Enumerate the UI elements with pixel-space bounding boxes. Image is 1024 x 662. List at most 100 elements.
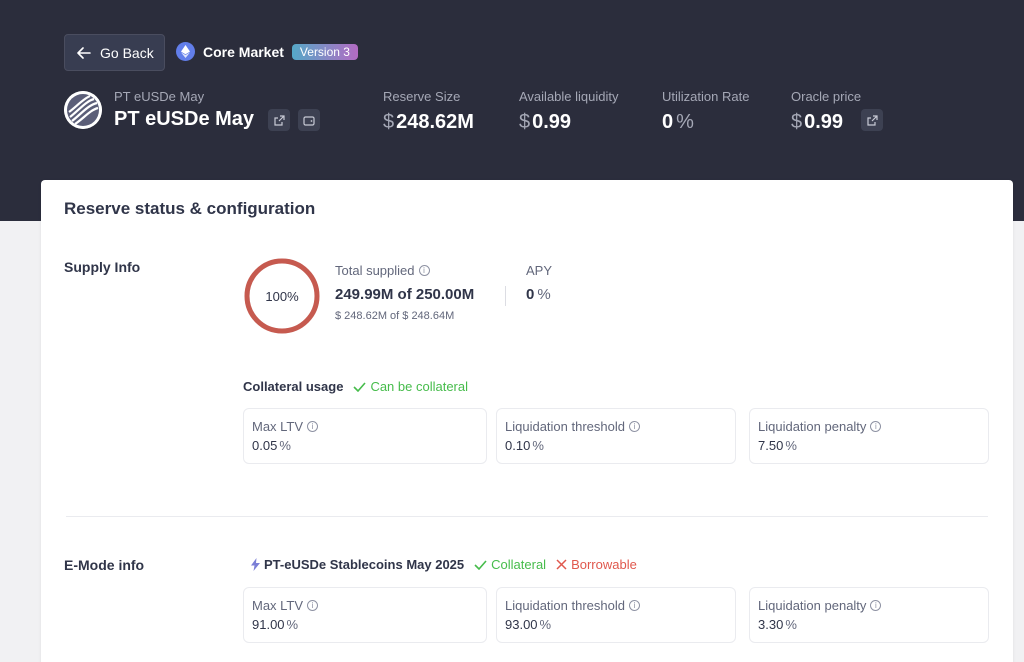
currency-symbol: $: [791, 111, 803, 133]
check-icon: [353, 381, 367, 392]
box-value: 91.00: [252, 617, 285, 632]
box-label: Liquidation penalty: [758, 598, 867, 613]
close-icon: [556, 559, 567, 570]
supply-percent: 100%: [265, 288, 299, 304]
percent-symbol: %: [785, 438, 797, 453]
divider: [505, 286, 506, 306]
stat-value: 0.99: [804, 111, 844, 133]
supply-progress-arc: [244, 258, 320, 334]
emode-liquidation-threshold-box: Liquidation threshold i 93.00%: [496, 587, 736, 643]
emode-max-ltv-box: Max LTV i 91.00%: [243, 587, 487, 643]
box-value-row: 0.10%: [505, 438, 727, 453]
stat-value: 248.62M: [396, 111, 474, 133]
percent-symbol: %: [539, 617, 552, 632]
stat-label: Utilization Rate: [662, 89, 750, 104]
apy-label: APY: [526, 263, 553, 278]
stat-value-row: 0%: [662, 111, 749, 134]
total-supplied-label-row: Total supplied i: [335, 263, 474, 278]
max-ltv-box: Max LTV i 0.05%: [243, 408, 487, 464]
version-badge: Version 3: [291, 43, 358, 60]
info-icon[interactable]: i: [628, 600, 640, 611]
go-back-label: Go Back: [100, 44, 154, 61]
go-back-button[interactable]: Go Back: [64, 34, 165, 71]
percent-symbol: %: [537, 286, 551, 303]
info-icon[interactable]: i: [870, 600, 882, 611]
box-label-row: Liquidation penalty i: [758, 419, 980, 434]
stat-utilization-rate: Utilization Rate 0%: [662, 89, 749, 134]
emode-liquidation-penalty-box: Liquidation penalty i 3.30%: [749, 587, 989, 643]
stat-reserve-size: Reserve Size $248.62M: [383, 89, 474, 134]
emode-borrowable-status: Borrowable: [556, 557, 637, 572]
info-icon[interactable]: i: [418, 265, 430, 276]
arrow-left-icon: [77, 46, 91, 59]
stat-value-row: $0.99: [519, 111, 619, 134]
supply-progress-ring: [244, 258, 320, 334]
add-to-wallet-button[interactable]: [298, 109, 320, 131]
card-title: Reserve status & configuration: [64, 199, 316, 218]
emode-category-name: PT-eUSDe Stablecoins May 2025: [264, 557, 465, 572]
box-label-row: Liquidation threshold i: [505, 419, 727, 434]
stat-label: Oracle price: [791, 89, 862, 104]
collateral-usage-title: Collateral usage: [243, 379, 344, 394]
emode-info-label: E-Mode info: [64, 557, 145, 573]
lightning-icon: [251, 558, 260, 571]
emode-collateral-status: Collateral: [474, 557, 546, 572]
external-link-button[interactable]: [268, 109, 290, 131]
external-link-icon: [866, 114, 878, 126]
box-label-row: Liquidation penalty i: [758, 598, 980, 613]
oracle-link-button[interactable]: [861, 109, 883, 131]
total-supplied-label: Total supplied: [335, 263, 415, 278]
wallet-icon: [303, 115, 315, 126]
check-icon: [474, 559, 487, 570]
external-link-icon: [273, 114, 285, 126]
stat-value-row: $248.62M: [383, 111, 474, 134]
currency-symbol: $: [383, 111, 395, 133]
percent-symbol: %: [279, 438, 291, 453]
liquidation-threshold-box: Liquidation threshold i 0.10%: [496, 408, 736, 464]
asset-name: PT eUSDe May: [114, 108, 255, 130]
apy-value: 0: [526, 286, 535, 303]
collateral-status-text: Can be collateral: [370, 379, 468, 394]
market-name: Core Market: [203, 43, 284, 60]
asset-symbol: PT eUSDe May: [114, 89, 205, 104]
box-value: 3.30: [758, 617, 784, 632]
percent-symbol: %: [286, 617, 299, 632]
stat-value: 0: [662, 111, 674, 133]
asset-logo: [64, 91, 102, 129]
info-icon[interactable]: i: [870, 421, 882, 432]
emode-borrowable-text: Borrowable: [571, 557, 637, 572]
box-label: Max LTV: [252, 419, 304, 434]
emode-collateral-text: Collateral: [491, 557, 547, 572]
box-label: Liquidation threshold: [505, 598, 625, 613]
info-icon[interactable]: i: [628, 421, 640, 432]
section-divider: [66, 516, 988, 517]
box-label-row: Max LTV i: [252, 598, 478, 613]
box-label: Max LTV: [252, 598, 304, 613]
info-icon[interactable]: i: [307, 421, 319, 432]
box-label: Liquidation penalty: [758, 419, 867, 434]
total-supplied: Total supplied i 249.99M of 250.00M $ 248…: [335, 263, 474, 322]
total-supplied-value: 249.99M of 250.00M: [335, 286, 475, 303]
emode-category: PT-eUSDe Stablecoins May 2025: [251, 557, 464, 572]
reserve-config-card: Reserve status & configuration Supply In…: [41, 180, 1013, 662]
stat-label: Available liquidity: [519, 89, 619, 104]
box-value-row: 3.30%: [758, 617, 980, 632]
box-value: 0.10: [505, 438, 531, 453]
supply-info-label: Supply Info: [64, 259, 141, 275]
collateral-usage-row: Collateral usage Can be collateral: [243, 379, 468, 394]
info-icon[interactable]: i: [307, 600, 319, 611]
box-value-row: 7.50%: [758, 438, 980, 453]
percent-symbol: %: [785, 617, 797, 632]
stat-value: 0.99: [532, 111, 572, 133]
ethereum-icon: [176, 42, 195, 61]
liquidation-penalty-box: Liquidation penalty i 7.50%: [749, 408, 989, 464]
apy: APY 0%: [526, 263, 552, 303]
box-label-row: Max LTV i: [252, 419, 478, 434]
apy-value-row: 0%: [526, 286, 552, 303]
box-label: Liquidation threshold: [505, 419, 625, 434]
box-value: 7.50: [758, 438, 784, 453]
percent-symbol: %: [676, 111, 694, 133]
currency-symbol: $: [519, 111, 531, 133]
market-selector[interactable]: Core Market Version 3: [176, 42, 358, 61]
box-value: 93.00: [505, 617, 538, 632]
